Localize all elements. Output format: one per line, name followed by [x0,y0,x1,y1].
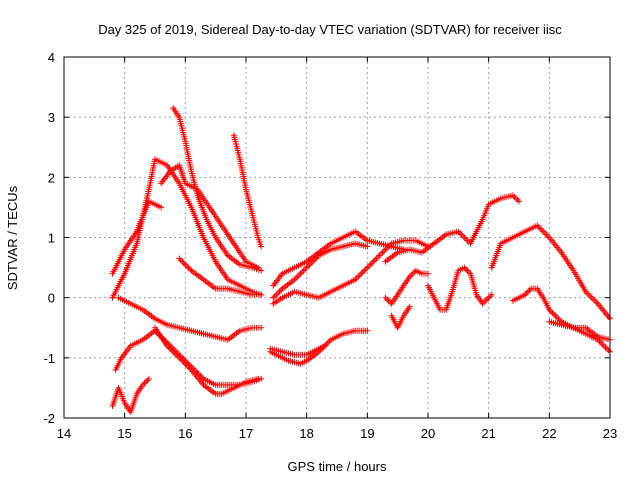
plus-markers [488,222,613,322]
series-arc-10 [109,375,152,415]
series-arc-4 [170,105,265,274]
plus-markers [509,285,613,355]
y-tick-label: 1 [48,231,55,246]
series-arc-12 [270,240,371,301]
series-arc-19 [425,264,495,313]
series-arc-18 [388,303,413,331]
plus-markers [158,162,262,271]
x-tick-label: 16 [178,426,192,441]
plus-markers [109,156,265,301]
series-arc-3 [158,162,262,271]
y-tick-label: -2 [43,411,55,426]
plus-markers [267,342,328,358]
chart-title: Day 325 of 2019, Sidereal Day-to-day VTE… [98,22,562,37]
x-tick-label: 17 [239,426,253,441]
y-tick-label: 0 [48,291,55,306]
series-arc-20 [488,222,613,322]
plus-markers [425,264,495,313]
series-arc-17 [382,192,522,265]
plus-markers [382,267,431,307]
x-tick-label: 20 [421,426,435,441]
x-tick-label: 14 [57,426,71,441]
series-arc-6 [176,255,265,298]
plus-markers [176,255,265,298]
x-tick-label: 22 [542,426,556,441]
x-tick-label: 23 [603,426,617,441]
data-points [109,105,613,415]
x-tick-label: 19 [360,426,374,441]
plus-markers [382,192,522,265]
plus-markers [152,324,262,397]
y-tick-label: 4 [48,50,55,65]
series-arc-2 [109,198,165,277]
series-arc-9 [152,324,262,397]
series-arc-22 [546,318,613,343]
y-tick-label: 2 [48,170,55,185]
plus-markers [270,240,371,301]
plus-markers [230,132,265,250]
series-arc-13 [270,237,431,307]
series-arc-15 [267,342,328,358]
y-tick-label: 3 [48,110,55,125]
series-arc-21 [509,285,613,355]
series-arc-16 [382,267,431,307]
series-arc-5 [230,132,265,250]
x-axis-label: GPS time / hours [288,459,387,474]
plus-markers [109,375,152,415]
plus-markers [115,294,265,343]
series-arc-1 [109,156,265,301]
x-tick-label: 21 [481,426,495,441]
y-axis-label: SDTVAR / TECUs [5,185,20,290]
series-arc-7 [115,294,265,343]
plus-markers [546,318,613,343]
y-tick-label: -1 [43,351,55,366]
x-tick-label: 15 [117,426,131,441]
plus-markers [109,198,165,277]
x-tick-label: 18 [299,426,313,441]
plus-markers [270,237,431,307]
plus-markers [388,303,413,331]
plus-markers [170,105,265,274]
y-axis-ticks: -2 -1 0 1 2 3 4 [43,50,610,426]
plot-frame [63,56,611,419]
